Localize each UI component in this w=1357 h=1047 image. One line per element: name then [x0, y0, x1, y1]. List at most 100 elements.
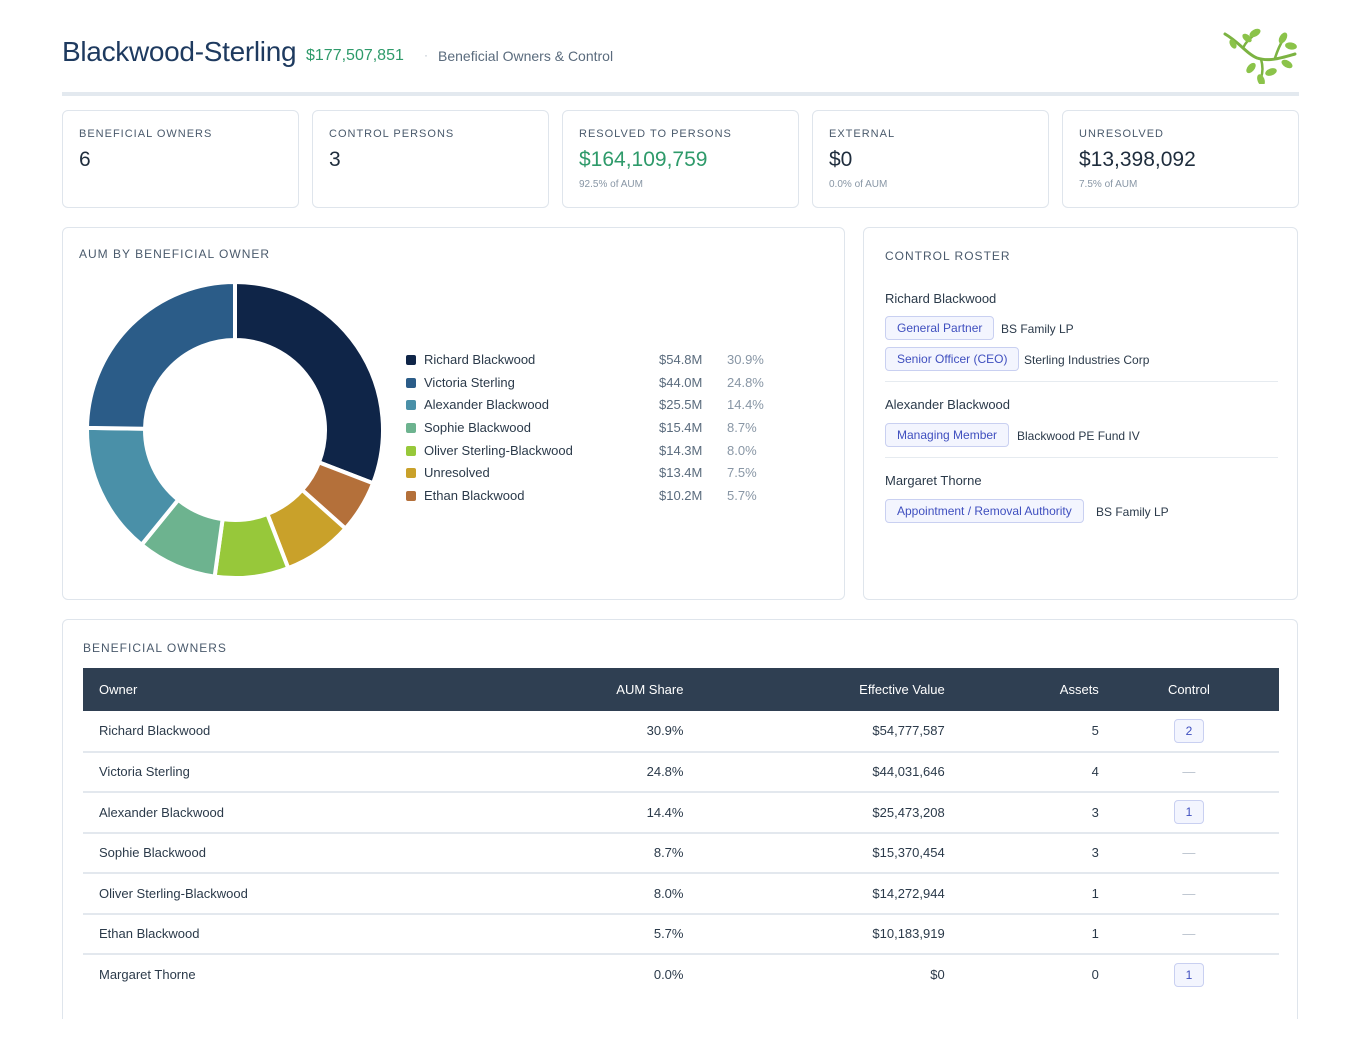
kpi-value: $13,398,092 [1079, 148, 1196, 171]
control-cell: — [1099, 752, 1279, 793]
control-count-badge[interactable]: 2 [1173, 718, 1204, 743]
control-roster-panel: CONTROL ROSTER Richard Blackwood General… [863, 227, 1298, 600]
kpi-control-persons: CONTROL PERSONS 3 [312, 110, 549, 208]
legend-item[interactable]: Alexander Blackwood $25.5M 14.4% [405, 395, 775, 418]
aum-share-cell: 8.7% [653, 845, 684, 861]
legend-item[interactable]: Richard Blackwood $54.8M 30.9% [405, 350, 775, 373]
legend-swatch [406, 468, 416, 479]
legend-value: $44.0M [659, 374, 703, 390]
column-header-control[interactable]: Control [1167, 682, 1210, 697]
legend-value: $25.5M [659, 397, 703, 413]
owner-cell: Richard Blackwood [99, 723, 211, 739]
legend-percent: 14.4% [727, 397, 764, 413]
table-row[interactable]: Richard Blackwood 30.9% $54,777,587 5 2 [83, 711, 1279, 752]
legend-label: Alexander Blackwood [424, 397, 550, 413]
total-aum: $177,507,851 [306, 47, 404, 64]
effective-value-cell: $0 [930, 967, 945, 983]
column-header-effective-value[interactable]: Effective Value [859, 682, 945, 697]
assets-cell: 3 [1091, 804, 1099, 820]
legend-value: $54.8M [659, 352, 703, 367]
page-header: Blackwood-Sterling $177,507,851 · Benefi… [62, 28, 1299, 96]
legend-percent: 8.0% [727, 442, 757, 458]
legend-percent: 30.9% [727, 352, 764, 367]
kpi-beneficial-owners: BENEFICIAL OWNERS 6 [62, 110, 299, 208]
effective-value-cell: $54,777,587 [872, 723, 945, 739]
control-none: — [1182, 764, 1196, 780]
donut-chart-svg [84, 279, 385, 580]
aum-share-cell: 8.0% [653, 885, 684, 901]
owner-cell: Ethan Blackwood [99, 926, 200, 942]
roster-person-name: Alexander Blackwood [885, 397, 1011, 412]
assets-cell: 5 [1091, 723, 1099, 739]
chart-legend: Richard Blackwood $54.8M 30.9% Victoria Ste… [405, 350, 775, 509]
control-cell: — [1099, 914, 1279, 955]
control-cell: — [1099, 833, 1279, 874]
role-chip[interactable]: General Partner [885, 316, 995, 340]
kpi-value: $0 [829, 148, 853, 171]
control-count-badge[interactable]: 1 [1173, 962, 1204, 987]
table-row[interactable]: Ethan Blackwood 5.7% $10,183,919 1 — [83, 914, 1279, 955]
owner-cell: Alexander Blackwood [99, 804, 225, 820]
legend-value: $15.4M [659, 420, 703, 436]
role-chip[interactable]: Managing Member [885, 423, 1010, 447]
aum-share-cell: 0.0% [653, 967, 684, 983]
legend-label: Victoria Sterling [424, 374, 515, 390]
control-roster-label: CONTROL ROSTER [885, 249, 1011, 263]
table-header-row: Owner AUM Share Effective Value Assets C… [83, 668, 1279, 711]
legend-label: Oliver Sterling-Blackwood [424, 442, 573, 458]
table-row[interactable]: Victoria Sterling 24.8% $44,031,646 4 — [83, 752, 1279, 793]
kpi-label: EXTERNAL [829, 128, 896, 140]
aum-share-cell: 30.9% [646, 723, 684, 739]
legend-item[interactable]: Victoria Sterling $44.0M 24.8% [405, 373, 775, 396]
column-header-assets[interactable]: Assets [1059, 682, 1099, 697]
kpi-value: 3 [329, 148, 341, 171]
legend-swatch [406, 423, 416, 434]
kpi-value: $164,109,759 [579, 148, 708, 171]
role-chip[interactable]: Appointment / Removal Authority [885, 499, 1084, 523]
control-count-badge[interactable]: 1 [1173, 800, 1204, 825]
legend-item[interactable]: Sophie Blackwood $15.4M 8.7% [405, 418, 775, 441]
table-row[interactable]: Alexander Blackwood 14.4% $25,473,208 3 … [83, 792, 1279, 833]
kpi-label: BENEFICIAL OWNERS [79, 128, 213, 140]
legend-value: $10.2M [659, 488, 703, 504]
column-header-aum-share[interactable]: AUM Share [616, 682, 684, 697]
table-row[interactable]: Oliver Sterling-Blackwood 8.0% $14,272,9… [83, 873, 1279, 914]
owner-cell: Oliver Sterling-Blackwood [99, 885, 248, 901]
beneficial-owners-panel: BENEFICIAL OWNERS Owner AUM Share Effect… [62, 619, 1298, 1019]
role-entity: BS Family LP [1001, 322, 1074, 336]
effective-value-cell: $15,370,454 [872, 845, 945, 861]
effective-value-cell: $14,272,944 [872, 885, 945, 901]
legend-percent: 8.7% [727, 420, 757, 436]
control-none: — [1182, 926, 1196, 942]
control-cell: 1 [1099, 792, 1279, 833]
role-entity: BS Family LP [1096, 505, 1169, 519]
kpi-unresolved: UNRESOLVED $13,398,092 7.5% of AUM [1062, 110, 1299, 208]
kpi-note: 0.0% of AUM [829, 179, 888, 190]
column-header-owner[interactable]: Owner [99, 682, 138, 697]
legend-swatch [406, 491, 416, 502]
role-entity: Sterling Industries Corp [1024, 353, 1150, 367]
effective-value-cell: $10,183,919 [872, 926, 945, 942]
donut-slice-victoria-sterling[interactable] [84, 279, 237, 431]
donut-slice-richard-blackwood[interactable] [233, 279, 385, 486]
legend-value: $13.4M [659, 465, 703, 481]
legend-percent: 24.8% [727, 374, 764, 390]
legend-item[interactable]: Unresolved $13.4M 7.5% [405, 463, 775, 486]
role-chip[interactable]: Senior Officer (CEO) [885, 347, 1020, 371]
control-none: — [1182, 885, 1196, 901]
legend-label: Unresolved [424, 465, 490, 481]
roster-divider [885, 457, 1278, 458]
branch-leaves-icon [1223, 28, 1297, 84]
kpi-note: 7.5% of AUM [1079, 179, 1138, 190]
legend-swatch [406, 400, 416, 411]
aum-chart-label: AUM BY BENEFICIAL OWNER [79, 247, 271, 261]
role-entity: Blackwood PE Fund IV [1017, 429, 1140, 443]
legend-item[interactable]: Ethan Blackwood $10.2M 5.7% [405, 486, 775, 509]
control-none: — [1182, 845, 1196, 861]
legend-item[interactable]: Oliver Sterling-Blackwood $14.3M 8.0% [405, 441, 775, 464]
kpi-label: CONTROL PERSONS [329, 128, 455, 140]
donut-chart [84, 279, 385, 580]
table-row[interactable]: Sophie Blackwood 8.7% $15,370,454 3 — [83, 833, 1279, 874]
assets-cell: 4 [1091, 764, 1099, 780]
table-row[interactable]: Margaret Thorne 0.0% $0 0 1 [83, 954, 1279, 995]
